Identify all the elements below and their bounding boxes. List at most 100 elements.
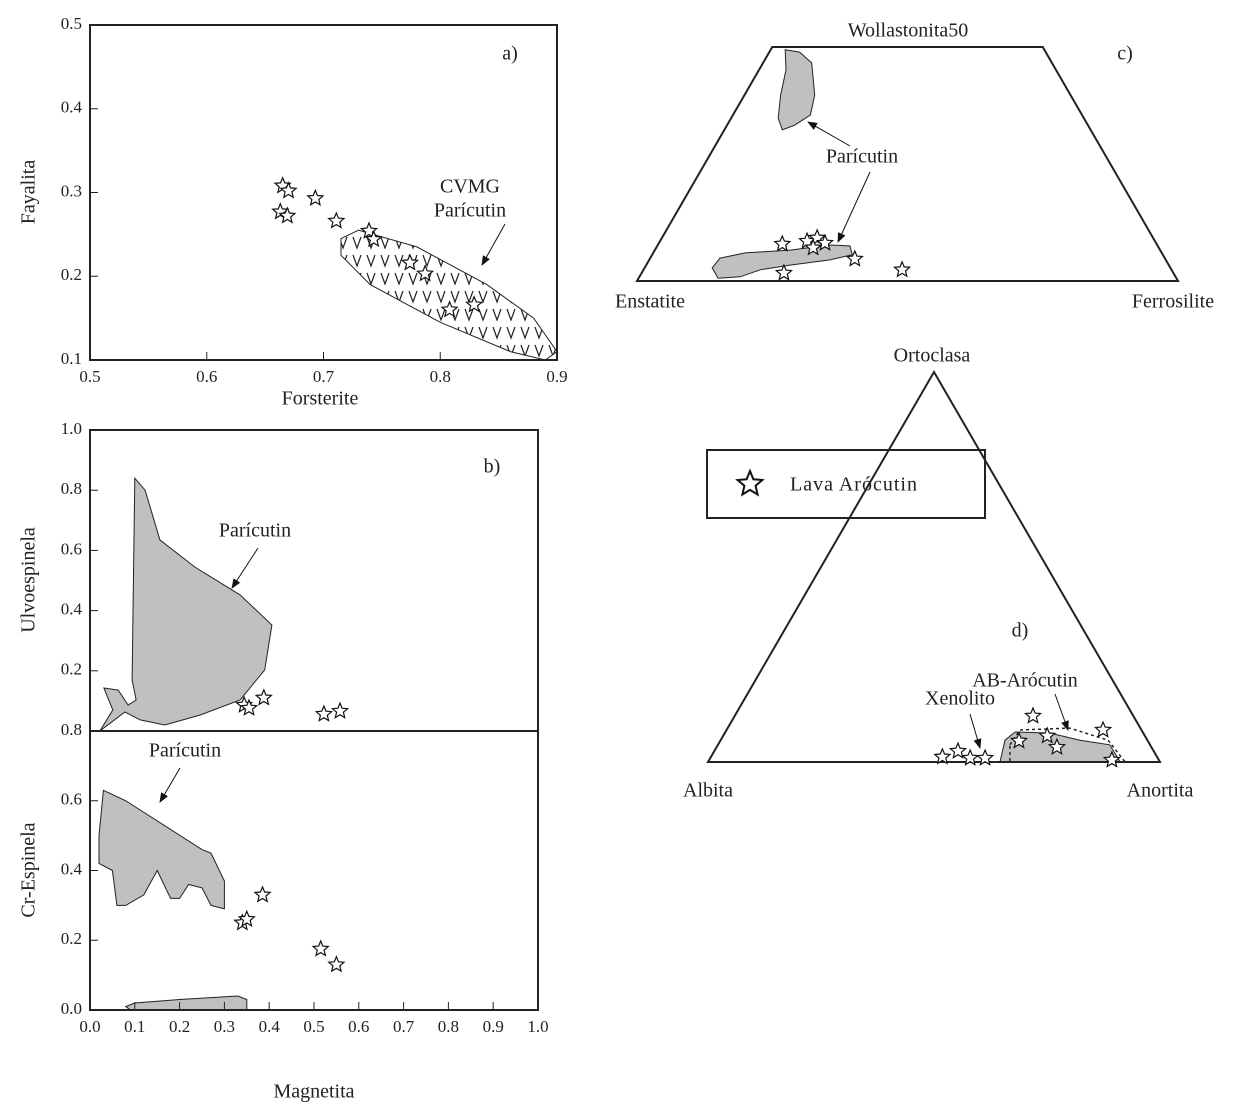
x-tick-label: 0.5 xyxy=(303,1017,324,1036)
x-tick-label: 0.3 xyxy=(214,1017,235,1036)
x-axis-label: Forsterite xyxy=(282,388,359,410)
star-point xyxy=(948,741,968,759)
arrow xyxy=(159,767,181,803)
star-point xyxy=(1047,737,1067,755)
y-tick-label: 0.2 xyxy=(61,929,82,948)
star-point xyxy=(254,688,273,706)
star-point xyxy=(1009,731,1029,749)
region-label: Parícutin xyxy=(826,146,898,168)
x-tick-label: 0.6 xyxy=(196,367,217,386)
star-point xyxy=(327,955,346,973)
panel-label: c) xyxy=(1117,43,1133,65)
annotation: Xenolito xyxy=(925,688,995,710)
arrow xyxy=(231,547,259,589)
region xyxy=(124,995,248,1011)
y-tick-label: 0.0 xyxy=(61,999,82,1018)
arrow xyxy=(481,223,506,266)
star-point xyxy=(465,295,484,313)
y-tick-label: 0.6 xyxy=(61,790,82,809)
y-tick-label: 0.8 xyxy=(61,479,82,498)
ternary-frame xyxy=(706,370,1162,763)
star-point xyxy=(314,704,333,722)
x-tick-label: 0.8 xyxy=(430,367,451,386)
apex-label: Ferrosilite xyxy=(1132,291,1214,313)
arrow xyxy=(1054,693,1069,731)
y-tick-label: 0.3 xyxy=(61,181,82,200)
apex-label: Wollastonita50 xyxy=(848,20,969,42)
region-label: Parícutin xyxy=(219,520,291,542)
star-point xyxy=(253,885,272,903)
x-tick-label: 0.9 xyxy=(546,367,567,386)
star-point xyxy=(1038,726,1057,744)
y-tick-label: 0.2 xyxy=(61,265,82,284)
legend-marker xyxy=(735,468,765,497)
y-tick-label: 0.2 xyxy=(61,660,82,679)
star-point xyxy=(237,909,256,928)
y-tick-label: 0.4 xyxy=(61,600,83,619)
y-axis-label: Fayalita xyxy=(18,160,40,225)
star-point xyxy=(306,188,325,207)
x-tick-label: 0.2 xyxy=(169,1017,190,1036)
apex-label: Enstatite xyxy=(615,291,685,313)
x-axis-label: Magnetita xyxy=(273,1081,354,1103)
star-point xyxy=(278,206,297,224)
x-tick-label: 0.1 xyxy=(124,1017,145,1036)
region-label: Parícutin xyxy=(149,740,221,762)
star-point xyxy=(961,748,980,766)
y-axis-label: Ulvoespinela xyxy=(18,527,40,633)
y-tick-label: 0.6 xyxy=(61,539,82,558)
region xyxy=(99,476,273,732)
apex-label: Albita xyxy=(683,780,733,802)
legend-label: Lava Arócutin xyxy=(790,474,918,496)
arrow xyxy=(807,121,851,147)
x-tick-label: 0.9 xyxy=(483,1017,504,1036)
x-tick-label: 0.0 xyxy=(79,1017,100,1036)
region xyxy=(98,789,225,910)
panel-label: a) xyxy=(502,43,518,65)
x-tick-label: 0.8 xyxy=(438,1017,459,1036)
arrow xyxy=(837,171,871,243)
star-point xyxy=(279,181,298,199)
star-point xyxy=(239,698,259,716)
region xyxy=(777,49,816,131)
star-point xyxy=(1093,720,1113,738)
star-point xyxy=(330,701,350,719)
star-point xyxy=(440,300,459,318)
region-label: AB-Arócutin xyxy=(972,670,1078,692)
y-tick-label: 0.8 xyxy=(61,720,82,739)
star-point xyxy=(327,211,346,229)
y-tick-label: 0.1 xyxy=(61,349,82,368)
region-label: Parícutin xyxy=(434,200,506,222)
star-point xyxy=(364,229,383,248)
region-label: CVMG xyxy=(440,176,500,198)
y-tick-label: 0.4 xyxy=(61,859,83,878)
apex-label: Anortita xyxy=(1127,780,1194,802)
x-tick-label: 0.7 xyxy=(393,1017,415,1036)
star-point xyxy=(815,233,835,251)
star-point xyxy=(845,249,864,267)
star-point xyxy=(1023,706,1043,724)
star-point xyxy=(311,939,330,957)
star-point xyxy=(893,260,912,278)
apex-label: Ortoclasa xyxy=(894,345,971,367)
x-tick-label: 0.7 xyxy=(313,367,335,386)
star-point xyxy=(804,238,823,256)
y-tick-label: 0.5 xyxy=(61,14,82,33)
x-tick-label: 0.4 xyxy=(259,1017,281,1036)
legend-box xyxy=(706,449,986,519)
panel-label: b) xyxy=(484,456,501,478)
arrow xyxy=(969,713,982,749)
y-tick-label: 0.4 xyxy=(61,98,83,117)
star-point xyxy=(400,253,419,271)
y-tick-label: 1.0 xyxy=(61,419,82,438)
panel-label: d) xyxy=(1012,620,1029,642)
x-tick-label: 0.6 xyxy=(348,1017,369,1036)
ternary-frame xyxy=(635,46,1180,282)
star-point xyxy=(933,747,952,765)
star-point xyxy=(774,263,793,281)
star-point xyxy=(976,748,995,766)
x-tick-label: 0.5 xyxy=(79,367,100,386)
region xyxy=(340,229,558,361)
